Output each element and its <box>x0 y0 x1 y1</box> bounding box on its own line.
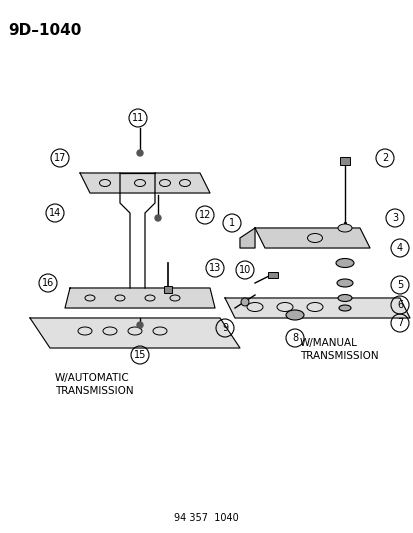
FancyBboxPatch shape <box>339 157 349 165</box>
Circle shape <box>154 215 161 221</box>
Polygon shape <box>65 288 214 308</box>
Polygon shape <box>30 318 240 348</box>
Polygon shape <box>240 228 254 248</box>
Text: 5: 5 <box>396 280 402 290</box>
Text: 6: 6 <box>396 300 402 310</box>
Polygon shape <box>224 298 409 318</box>
Text: 1: 1 <box>228 218 235 228</box>
Ellipse shape <box>338 305 350 311</box>
Ellipse shape <box>285 310 303 320</box>
Text: W/AUTOMATIC
TRANSMISSION: W/AUTOMATIC TRANSMISSION <box>55 373 133 396</box>
Circle shape <box>137 322 142 328</box>
Circle shape <box>137 150 142 156</box>
Text: 94 357  1040: 94 357 1040 <box>173 513 238 523</box>
Text: 14: 14 <box>49 208 61 218</box>
Text: 17: 17 <box>54 153 66 163</box>
Text: 15: 15 <box>133 350 146 360</box>
Text: 3: 3 <box>391 213 397 223</box>
Text: 12: 12 <box>198 210 211 220</box>
Ellipse shape <box>335 259 353 268</box>
Ellipse shape <box>336 279 352 287</box>
Text: 8: 8 <box>291 333 297 343</box>
Ellipse shape <box>337 295 351 302</box>
Text: W/MANUAL
TRANSMISSION: W/MANUAL TRANSMISSION <box>299 338 378 361</box>
Polygon shape <box>80 173 209 193</box>
Text: 4: 4 <box>396 243 402 253</box>
Circle shape <box>240 298 248 306</box>
Text: 16: 16 <box>42 278 54 288</box>
Text: 7: 7 <box>396 318 402 328</box>
FancyBboxPatch shape <box>164 286 171 293</box>
Ellipse shape <box>337 224 351 232</box>
Text: 10: 10 <box>238 265 251 275</box>
Text: 13: 13 <box>209 263 221 273</box>
Text: 9D–1040: 9D–1040 <box>8 23 81 38</box>
Bar <box>267 272 277 278</box>
Text: 11: 11 <box>132 113 144 123</box>
Polygon shape <box>254 228 369 248</box>
Text: 2: 2 <box>381 153 387 163</box>
Text: 9: 9 <box>221 323 228 333</box>
